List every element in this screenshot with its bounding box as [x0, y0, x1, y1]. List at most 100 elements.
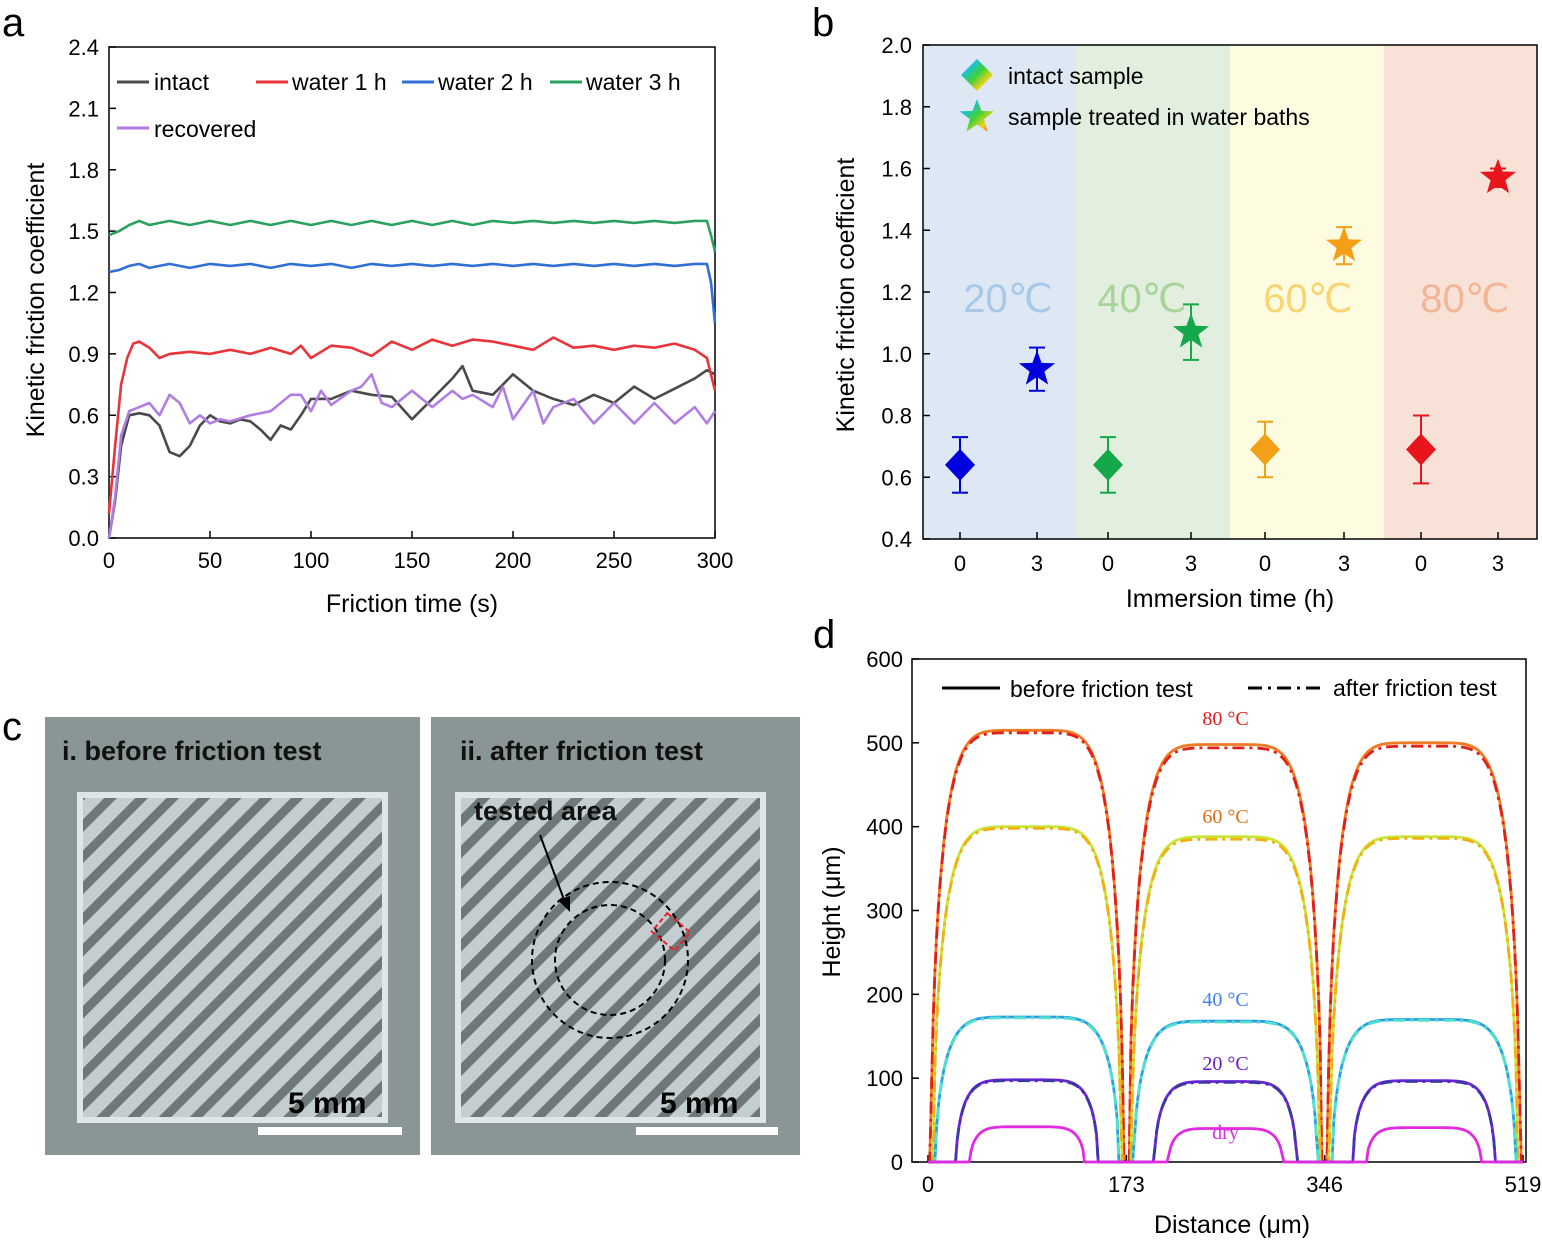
plot-d-xlabel: Distance (μm): [1154, 1211, 1310, 1239]
data-point-diamond: [945, 448, 975, 481]
before-curve-20C: [928, 1078, 1523, 1164]
plot-b-ylabel: Kinetic friction coefficient: [832, 158, 860, 433]
y-tick-label: 2.0: [881, 33, 912, 58]
x-tick-label: 3: [1031, 551, 1043, 576]
tested-area-label: tested area: [474, 796, 618, 826]
y-tick-label: 1.4: [881, 218, 912, 243]
x-tick-label: 0: [954, 551, 966, 576]
curve-label: 20 °C: [1202, 1053, 1248, 1075]
x-tick-label: 173: [1108, 1172, 1145, 1197]
x-tick-label: 0: [103, 548, 115, 573]
legend-before: before friction test: [1010, 676, 1193, 702]
band-40-label: 40℃: [1097, 277, 1186, 321]
tested-area-arrow: [539, 834, 567, 906]
curve-label: 80 °C: [1202, 708, 1248, 730]
y-tick-label: 0.0: [68, 526, 99, 551]
y-tick-label: 500: [866, 731, 903, 756]
legend-water2: water 2 h: [437, 69, 533, 95]
curve-label: 60 °C: [1202, 806, 1248, 828]
plot-a-legend: intact water 1 h water 2 h water 3 h rec…: [117, 69, 681, 142]
x-tick-label: 3: [1338, 551, 1350, 576]
data-point-star: [1325, 226, 1363, 262]
legend-after: after friction test: [1333, 675, 1497, 701]
x-tick-label: 200: [495, 548, 532, 573]
series-line-water-2-h: [108, 262, 717, 324]
after-curve-80C: [928, 731, 1523, 1164]
panel-c: c i. before friction test 5 mm ii. after…: [2, 705, 800, 1155]
outer-test-circle: [531, 881, 689, 1039]
inner-test-circle: [554, 904, 666, 1016]
plot-b-legend: intact sample sample treated in water ba…: [959, 59, 1310, 132]
y-tick-label: 0.6: [68, 403, 99, 428]
panel-a-letter: a: [2, 1, 25, 45]
legend-recovered: recovered: [154, 116, 256, 142]
x-tick-label: 300: [697, 548, 734, 573]
panel-b-letter: b: [812, 1, 834, 45]
photo-after: ii. after friction test tested area 5 mm: [431, 717, 800, 1155]
x-tick-label: 0: [922, 1172, 934, 1197]
band-60: [1230, 45, 1384, 539]
y-tick-label: 2.4: [68, 35, 99, 60]
y-tick-label: 0.3: [68, 465, 99, 490]
y-tick-label: 1.8: [881, 95, 912, 120]
data-point-star: [1172, 313, 1210, 348]
legend-water3: water 3 h: [585, 69, 681, 95]
x-tick-label: 3: [1492, 551, 1504, 576]
band-20: [923, 45, 1076, 539]
sample-before: [77, 792, 388, 1123]
y-tick-label: 2.1: [68, 96, 99, 121]
band-80-label: 80℃: [1420, 277, 1509, 321]
y-tick-label: 1.8: [68, 158, 99, 183]
plot-d-legend: before friction test after friction test: [942, 675, 1497, 702]
plot-a-lines: [107, 219, 717, 539]
panel-a: a 0 50 100 150 200 250 300 0.0 0.3 0.6 0.9 1.2 1.5 1.…: [2, 1, 733, 618]
y-tick-label: 100: [866, 1066, 903, 1091]
data-point-star: [1018, 350, 1056, 385]
photo-before-title: i. before friction test: [62, 736, 322, 766]
before-curve-dry: [928, 1125, 1523, 1164]
y-tick-label: 0.6: [881, 465, 912, 490]
x-tick-label: 150: [394, 548, 431, 573]
legend-treated-sample: sample treated in water baths: [1008, 104, 1310, 130]
after-curve-60C: [928, 826, 1523, 1164]
y-tick-label: 1.0: [881, 342, 912, 367]
x-tick-label: 519: [1505, 1172, 1542, 1197]
band-60-label: 60℃: [1263, 277, 1352, 321]
x-tick-label: 250: [596, 548, 633, 573]
y-tick-label: 400: [866, 815, 903, 840]
legend-intact: intact: [154, 69, 210, 95]
curve-label: 40 °C: [1202, 989, 1248, 1011]
plot-d-frame: [911, 658, 1527, 1163]
y-tick-label: 0.4: [881, 527, 912, 552]
plot-b-points: [945, 158, 1517, 494]
panel-d-letter: d: [813, 613, 835, 657]
band-80: [1384, 45, 1537, 539]
band-20-label: 20℃: [963, 277, 1052, 321]
legend-star-marker: [959, 99, 995, 132]
before-curve-60C: [928, 825, 1523, 1164]
data-point-star: [1479, 158, 1517, 194]
y-tick-label: 1.6: [881, 157, 912, 182]
plot-d-curve-labels: 80 °C 60 °C 40 °C 20 °C dry: [1202, 708, 1248, 1144]
plot-a-ylabel: Kinetic friction coefficient: [22, 163, 50, 438]
plot-b-ticks: 0.4 0.6 0.8 1.0 1.2 1.4 1.6 1.8 2.0 0 3 0 3 0 3 0 3: [881, 33, 1504, 576]
panel-d: d 0 173 346 519 0 100 200 300 400 500 600 80 °C 60 …: [813, 613, 1541, 1239]
scale-bar-before: [258, 1127, 402, 1135]
legend-water1: water 1 h: [291, 69, 387, 95]
series-line-water-1-h: [107, 336, 717, 514]
plot-d-ylabel: Height (μm): [818, 846, 846, 977]
x-tick-label: 0: [1415, 551, 1427, 576]
plot-a-ticks: 0 50 100 150 200 250 300 0.0 0.3 0.6 0.9 1.2 1.5 1.8 2…: [68, 35, 733, 573]
after-curve-20C: [928, 1079, 1523, 1164]
y-tick-label: 1.5: [68, 219, 99, 244]
y-tick-label: 0: [891, 1150, 903, 1175]
data-point-diamond: [1093, 448, 1123, 481]
scale-bar-after: [636, 1127, 778, 1135]
before-curve-80C: [928, 728, 1523, 1164]
x-tick-label: 346: [1306, 1172, 1343, 1197]
panel-b: b 20℃ 40℃ 60℃ 80℃ 0.4 0.6 0.8 1.0 1.2 1.4 1.6 1…: [812, 1, 1538, 613]
panel-c-letter: c: [2, 705, 22, 749]
plot-b-xlabel: Immersion time (h): [1126, 585, 1334, 613]
y-tick-label: 300: [866, 899, 903, 924]
series-line-recovered: [107, 372, 717, 539]
